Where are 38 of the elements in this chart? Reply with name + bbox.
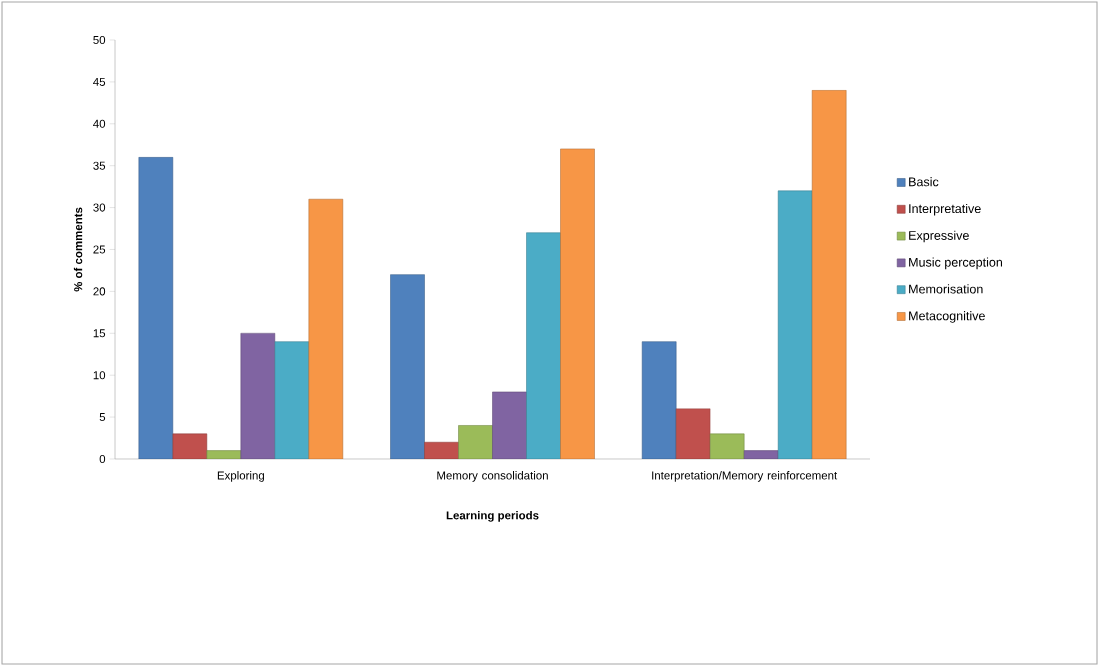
bar xyxy=(641,341,677,459)
y-tick-label: 45 xyxy=(93,77,106,86)
legend-label: Music perception xyxy=(909,257,1003,270)
x-tick-label: Interpretation/Memory reinforcement xyxy=(652,471,838,482)
y-tick-label: 50 xyxy=(93,35,106,45)
bar xyxy=(675,408,711,459)
bar xyxy=(240,333,276,459)
y-tick-label: 25 xyxy=(93,245,106,254)
y-tick-label: 20 xyxy=(93,287,106,296)
legend-label: Memorisation xyxy=(909,284,983,294)
bar xyxy=(777,190,813,459)
legend-label: Expressive xyxy=(909,230,969,243)
y-tick-label: 30 xyxy=(93,203,106,212)
bar xyxy=(206,450,242,459)
y-tick-label: 10 xyxy=(93,371,106,380)
y-tick-label: 15 xyxy=(93,329,106,338)
legend-label: Basic xyxy=(909,177,939,187)
bar xyxy=(492,391,527,459)
bar xyxy=(811,90,847,459)
x-tick-label: Exploring xyxy=(217,471,264,482)
bar xyxy=(274,341,310,459)
bar xyxy=(138,157,174,459)
y-axis-title: % of comments xyxy=(73,207,83,292)
y-tick-label: 40 xyxy=(93,119,106,128)
x-axis-title: Learning periods xyxy=(446,511,539,522)
bar xyxy=(458,425,493,459)
y-tick-label: 5 xyxy=(99,413,106,422)
bar xyxy=(308,198,344,459)
y-tick-label: 0 xyxy=(99,454,106,464)
bar xyxy=(560,148,595,459)
y-tick-label: 35 xyxy=(93,161,106,170)
bar xyxy=(172,433,208,459)
legend-label: Metacognitive xyxy=(909,311,985,323)
bar xyxy=(390,274,425,459)
bar xyxy=(709,433,745,459)
legend-label: Interpretative xyxy=(909,203,981,216)
bar xyxy=(526,232,561,459)
x-tick-label: Memory consolidation xyxy=(437,471,548,482)
